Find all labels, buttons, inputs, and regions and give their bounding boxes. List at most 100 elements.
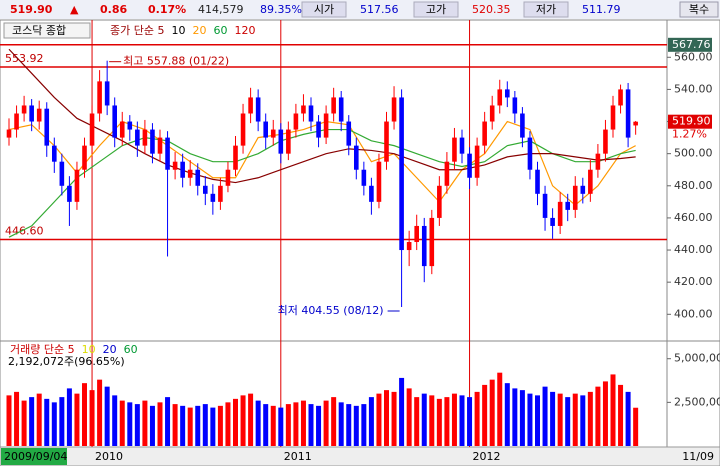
volume-bar xyxy=(119,400,125,446)
legend-box xyxy=(3,22,91,39)
candle-body xyxy=(595,153,601,170)
candle-body xyxy=(572,185,578,210)
volume-bar xyxy=(6,395,12,446)
candle-body xyxy=(263,121,268,138)
x-tick-label: 2012 xyxy=(473,450,501,463)
volume-legend-item: 20 xyxy=(103,343,117,356)
button-label[interactable]: 복수 xyxy=(689,3,709,16)
last-price-label: 519.90 xyxy=(672,115,711,128)
header-change: 0.86 xyxy=(100,3,127,16)
candle-body xyxy=(505,89,510,98)
candle-body xyxy=(210,193,216,202)
candle-body xyxy=(112,105,117,138)
volume-bar xyxy=(278,407,284,446)
candle-body xyxy=(512,97,518,114)
volume-tick-label: 2,500,000 xyxy=(674,395,720,408)
high-label: 고가 xyxy=(426,3,446,16)
volume-bar xyxy=(368,397,374,446)
candle-body xyxy=(203,185,208,194)
volume-bar xyxy=(467,397,473,446)
candle-body xyxy=(218,185,223,202)
volume-bar xyxy=(436,398,442,446)
volume-bar xyxy=(202,404,208,446)
volume-bar xyxy=(29,397,35,446)
reference-label: 567.76 xyxy=(672,38,711,51)
candle-body xyxy=(150,129,155,154)
volume-bar xyxy=(338,402,344,446)
annotation: 최고 557.88 (01/22) xyxy=(123,55,229,68)
volume-bar xyxy=(270,405,276,446)
volume-bar xyxy=(625,391,631,446)
reference-label: 553.92 xyxy=(5,52,44,65)
volume-bar xyxy=(565,397,571,446)
volume-bar xyxy=(210,407,216,446)
open-label: 시가 xyxy=(314,3,334,16)
candle-body xyxy=(384,121,389,162)
legend-item: 60 xyxy=(213,24,227,37)
candle-body xyxy=(195,169,201,186)
volume-bar xyxy=(89,390,95,446)
candle-body xyxy=(255,97,261,122)
candle-body xyxy=(625,89,631,138)
header-open: 517.56 xyxy=(360,3,399,16)
volume-legend-item: 거래량 단순 5 xyxy=(10,343,75,356)
volume-bar xyxy=(519,390,525,446)
candle-body xyxy=(557,201,563,226)
volume-bar xyxy=(527,393,533,446)
candle-body xyxy=(308,105,314,122)
volume-bar xyxy=(112,395,118,446)
candle-body xyxy=(97,81,102,114)
volume-bar xyxy=(414,397,420,446)
volume-bar xyxy=(36,393,42,446)
volume-bar xyxy=(187,407,193,446)
volume-bar xyxy=(300,400,306,446)
y-tick-label: 480.00 xyxy=(674,179,713,192)
header-low: 511.79 xyxy=(582,3,621,16)
candle-body xyxy=(369,185,374,202)
candle-body xyxy=(127,121,133,130)
candle-body xyxy=(444,161,450,186)
candle-body xyxy=(323,113,329,138)
volume-bar xyxy=(172,404,178,446)
candle-body xyxy=(527,137,533,170)
candle-body xyxy=(104,81,110,106)
volume-bar xyxy=(233,398,238,446)
candle-body xyxy=(14,113,19,130)
x-tick-label: 2009/09/04 xyxy=(4,450,67,463)
volume-bar xyxy=(293,402,299,446)
legend-item: 10 xyxy=(171,24,185,37)
legend-item: 종가 단순 5 xyxy=(110,24,164,37)
candle-body xyxy=(233,145,238,170)
candle-body xyxy=(542,193,548,218)
candle-body xyxy=(52,145,57,162)
candle-body xyxy=(550,217,555,226)
candle-body xyxy=(474,145,480,178)
candle-body xyxy=(36,108,42,122)
date-box xyxy=(1,448,67,465)
y-tick-label: 440.00 xyxy=(674,243,713,256)
annotation: 최저 404.55 (08/12) xyxy=(278,304,384,317)
candle-body xyxy=(459,137,465,154)
volume-bar xyxy=(285,404,291,446)
volume-bar xyxy=(542,386,548,446)
volume-bar xyxy=(429,395,435,446)
x-tick-label: 2010 xyxy=(95,450,123,463)
header-high: 520.35 xyxy=(472,3,511,16)
volume-bar xyxy=(497,372,503,446)
header-volume-rate: 89.35% xyxy=(260,3,302,16)
y-tick-label: 460.00 xyxy=(674,211,713,224)
volume-bar xyxy=(353,405,359,446)
volume-legend-item: 10 xyxy=(82,343,96,356)
volume-bar xyxy=(376,393,382,446)
candle-body xyxy=(346,121,352,146)
candle-body xyxy=(89,113,95,146)
candle-body xyxy=(316,121,321,138)
candle-body xyxy=(588,169,593,194)
volume-bar xyxy=(633,407,639,446)
button[interactable] xyxy=(679,1,719,18)
candle-body xyxy=(293,113,299,130)
volume-bar xyxy=(595,386,601,446)
x-tick-label: 11/09 xyxy=(682,450,714,463)
volume-bar xyxy=(82,383,87,446)
volume-bar xyxy=(572,393,578,446)
